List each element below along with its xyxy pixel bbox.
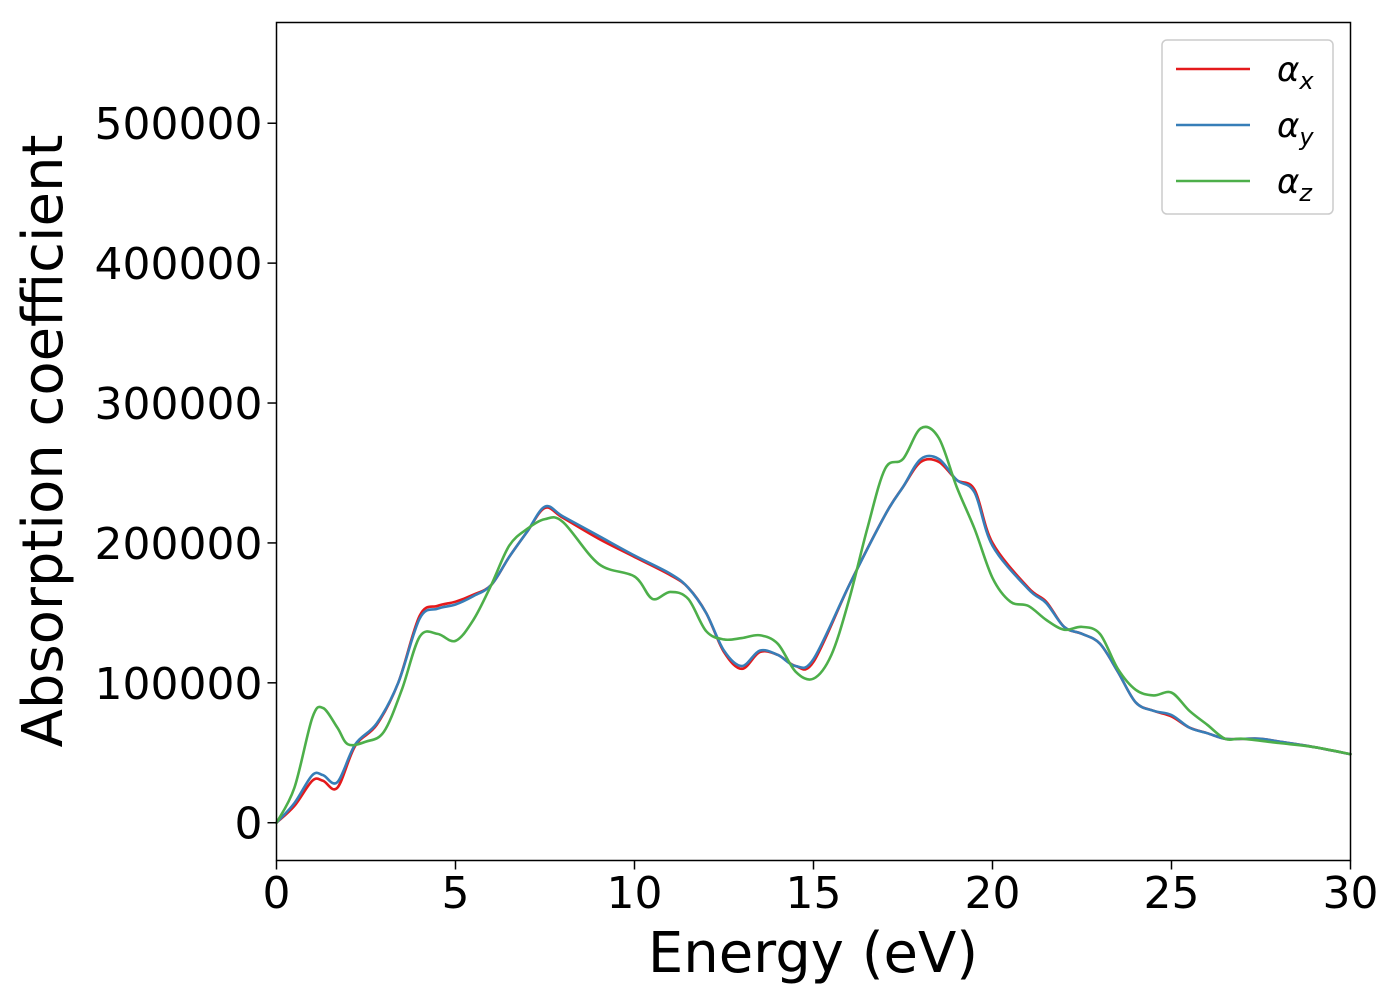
y-axis-ticks: 0 100000 200000 300000 400000 500000 — [95, 99, 277, 850]
x-tick-label: 20 — [965, 868, 1021, 919]
y-tick-label: 0 — [235, 799, 263, 850]
x-tick-label: 15 — [786, 868, 842, 919]
legend-box — [1161, 39, 1334, 215]
x-tick-label: 10 — [607, 868, 663, 919]
series-line-z — [275, 425, 1352, 825]
series-line-y — [275, 454, 1352, 825]
legend-label-x: αx — [1277, 50, 1314, 95]
y-tick-label: 200000 — [95, 519, 263, 570]
legend: αx αy αz — [1161, 39, 1334, 215]
x-tick-label: 5 — [442, 868, 470, 919]
x-tick-label: 30 — [1323, 868, 1379, 919]
y-axis-title: Absorption coefficient — [11, 135, 76, 748]
series-layer — [275, 425, 1352, 825]
y-tick-label: 100000 — [95, 659, 263, 710]
y-tick-label: 300000 — [95, 379, 263, 430]
series-line-x — [275, 457, 1352, 825]
x-axis-title: Energy (eV) — [648, 921, 978, 986]
x-tick-label: 0 — [263, 868, 291, 919]
legend-label-z: αz — [1277, 162, 1313, 207]
x-axis-ticks: 0 5 10 15 20 25 30 — [263, 860, 1379, 919]
legend-label-y: αy — [1277, 106, 1314, 151]
y-tick-label: 500000 — [95, 99, 263, 150]
y-tick-label: 400000 — [95, 239, 263, 290]
x-tick-label: 25 — [1144, 868, 1200, 919]
